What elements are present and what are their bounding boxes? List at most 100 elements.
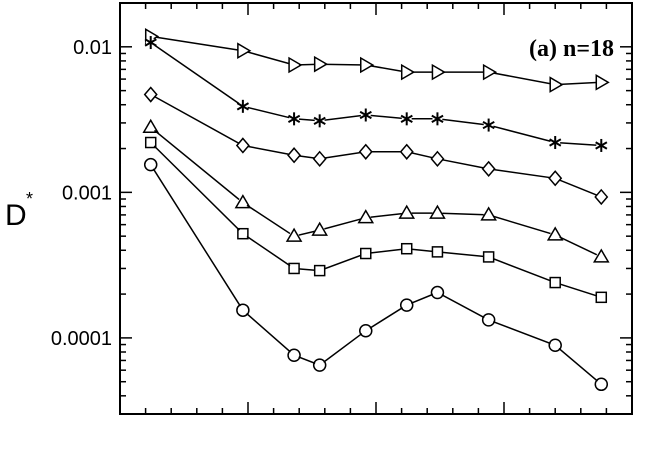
series-diamond <box>143 86 609 206</box>
data-point-square <box>549 276 561 289</box>
data-point-triangle-up <box>592 248 610 263</box>
marker-background <box>550 277 561 288</box>
data-point-triangle-up <box>429 204 446 219</box>
data-point-triangle-right <box>360 56 375 74</box>
asterisk-stroke <box>482 120 495 130</box>
marker-background <box>401 243 412 254</box>
data-point-asterisk <box>549 136 562 150</box>
data-point-square <box>237 227 249 240</box>
data-point-circle <box>430 285 445 300</box>
data-point-diamond <box>312 150 327 167</box>
marker-background <box>483 163 494 174</box>
asterisk-stroke <box>287 114 301 123</box>
marker-background <box>289 350 300 361</box>
data-point-circle <box>594 377 609 392</box>
data-point-diamond <box>430 150 445 167</box>
data-point-circle <box>287 348 301 362</box>
series-triangle-up <box>142 118 610 263</box>
marker-background <box>596 191 607 202</box>
data-point-asterisk <box>482 118 495 132</box>
data-point-triangle-right <box>549 76 564 93</box>
data-point-square <box>400 242 413 255</box>
asterisk-stroke <box>595 141 608 150</box>
data-point-triangle-up <box>234 194 252 209</box>
marker-background <box>289 150 300 161</box>
data-point-asterisk <box>400 112 413 126</box>
data-point-triangle-right <box>400 63 416 81</box>
data-point-asterisk <box>359 108 372 122</box>
panel-annotation: (a) n=18 <box>529 36 614 62</box>
series-line-diamond <box>150 93 602 198</box>
marker-background <box>596 379 607 390</box>
marker-background <box>483 314 494 325</box>
marker-background <box>596 292 607 303</box>
data-point-triangle-up <box>398 204 416 219</box>
data-point-diamond <box>235 137 250 154</box>
data-point-triangle-up <box>546 226 564 241</box>
y-axis-label-superscript: * <box>26 189 33 209</box>
data-point-asterisk <box>236 99 250 113</box>
series-line-triangle-right <box>150 35 602 86</box>
data-point-circle <box>481 313 496 327</box>
data-point-asterisk <box>595 138 608 152</box>
data-point-asterisk <box>287 112 301 126</box>
data-point-triangle-up <box>142 118 160 134</box>
asterisk-stroke <box>144 38 157 47</box>
data-point-diamond <box>399 143 414 160</box>
marker-background <box>360 146 371 157</box>
marker-background <box>432 287 443 298</box>
marker-background <box>314 360 325 371</box>
data-point-asterisk <box>431 112 444 126</box>
marker-background <box>289 263 300 274</box>
marker-background <box>360 248 371 259</box>
marker-background <box>401 300 412 311</box>
marker-background <box>145 137 156 148</box>
data-point-square <box>431 246 444 258</box>
series-triangle-right <box>144 28 610 93</box>
data-point-square <box>144 136 157 149</box>
asterisk-stroke <box>549 138 562 147</box>
series-line-circle <box>150 164 602 385</box>
data-point-diamond <box>287 147 302 164</box>
data-point-circle <box>312 358 327 372</box>
marker-background <box>237 305 248 316</box>
data-point-triangle-right <box>313 55 329 73</box>
marker-background <box>314 265 325 276</box>
marker-background <box>483 251 494 262</box>
data-point-triangle-up <box>357 209 375 224</box>
asterisk-stroke <box>236 102 250 111</box>
asterisk-stroke <box>313 116 326 125</box>
data-point-circle <box>399 298 414 312</box>
data-point-asterisk <box>144 36 157 50</box>
series-line-asterisk <box>150 41 602 147</box>
marker-background <box>237 140 248 151</box>
data-point-circle <box>236 303 250 317</box>
data-point-triangle-right <box>237 42 252 60</box>
data-point-square <box>313 264 326 277</box>
data-point-diamond <box>594 188 609 206</box>
series-circle <box>143 157 609 392</box>
series-line-triangle-up <box>150 126 602 258</box>
data-point-triangle-up <box>285 227 303 242</box>
asterisk-stroke <box>359 110 372 120</box>
marker-background <box>314 153 325 164</box>
data-point-triangle-up <box>311 221 328 236</box>
data-point-asterisk <box>313 114 326 128</box>
data-point-triangle-right <box>288 56 303 74</box>
series-asterisk <box>144 36 608 152</box>
data-point-triangle-right <box>595 74 610 91</box>
marker-background <box>360 325 371 336</box>
marker-background <box>432 246 443 257</box>
data-point-diamond <box>143 86 158 103</box>
data-point-diamond <box>358 143 373 160</box>
y-tick-label: 0.0001 <box>51 328 112 350</box>
data-point-circle <box>143 157 158 172</box>
marker-background <box>237 228 248 239</box>
marker-background <box>550 340 561 351</box>
y-tick-label: 0.001 <box>62 182 112 204</box>
series-square <box>144 136 608 304</box>
data-point-square <box>482 251 495 263</box>
asterisk-stroke <box>400 114 413 123</box>
plot-frame <box>119 2 633 415</box>
